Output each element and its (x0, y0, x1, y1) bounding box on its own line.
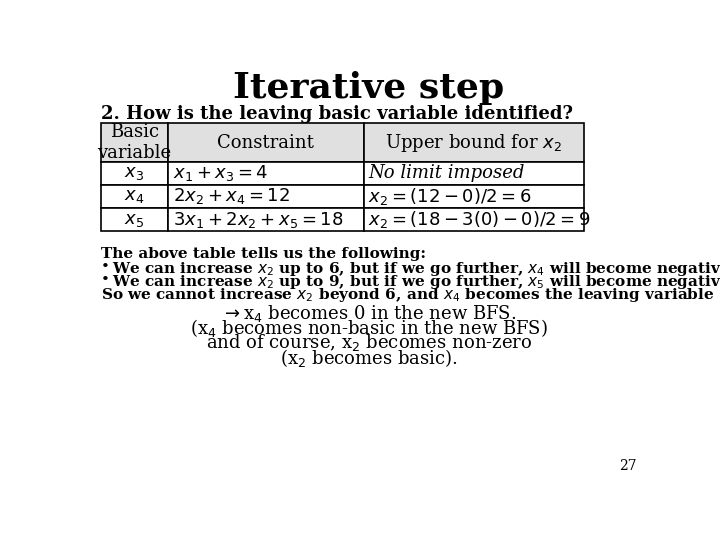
Bar (364, 185, 583, 208)
Text: Iterative step: Iterative step (233, 71, 505, 105)
Bar (101, 123, 168, 162)
Bar (364, 162, 583, 185)
Text: No limit imposed: No limit imposed (369, 164, 525, 183)
Bar (168, 185, 364, 208)
Text: We can increase $x_2$ up to 9, but if we go further, $x_5$ will become negative.: We can increase $x_2$ up to 9, but if we… (112, 273, 720, 291)
Bar (364, 208, 583, 231)
Text: 27: 27 (619, 459, 637, 473)
Text: So we cannot increase $x_2$ beyond 6, and $x_4$ becomes the leaving variable: So we cannot increase $x_2$ beyond 6, an… (101, 286, 714, 304)
Text: Basic
variable: Basic variable (97, 123, 171, 162)
Text: Upper bound for $x_2$: Upper bound for $x_2$ (385, 132, 562, 153)
Text: $x_4$: $x_4$ (124, 187, 145, 206)
Text: (x$_4$ becomes non-basic in the new BFS): (x$_4$ becomes non-basic in the new BFS) (190, 318, 548, 339)
Text: •: • (101, 273, 109, 287)
Text: $x_3$: $x_3$ (125, 164, 145, 183)
Text: (x$_2$ becomes basic).: (x$_2$ becomes basic). (280, 347, 458, 369)
Text: $x_2=(12-0)/2=6$: $x_2=(12-0)/2=6$ (369, 186, 532, 207)
Bar (101, 185, 168, 208)
Bar (101, 208, 168, 231)
Text: and of course, x$_2$ becomes non-zero: and of course, x$_2$ becomes non-zero (206, 332, 532, 353)
Text: $2x_2+x_4=12$: $2x_2+x_4=12$ (173, 186, 289, 206)
Text: $x_1+x_3=4$: $x_1+x_3=4$ (173, 164, 268, 184)
Bar (101, 162, 168, 185)
Text: Constraint: Constraint (217, 133, 314, 152)
Text: $x_2=(18-3(0)-0)/2=9$: $x_2=(18-3(0)-0)/2=9$ (369, 209, 591, 230)
Bar (168, 162, 364, 185)
Bar (364, 123, 583, 162)
Text: •: • (101, 260, 109, 274)
Text: The above table tells us the following:: The above table tells us the following: (101, 247, 426, 260)
Text: $\rightarrow$x$_4$ becomes 0 in the new BFS.: $\rightarrow$x$_4$ becomes 0 in the new … (221, 303, 517, 324)
Bar (168, 123, 364, 162)
Text: We can increase $x_2$ up to 6, but if we go further, $x_4$ will become negative.: We can increase $x_2$ up to 6, but if we… (112, 260, 720, 278)
Text: $3x_1+2x_2+x_5=18$: $3x_1+2x_2+x_5=18$ (173, 210, 343, 230)
Bar (168, 208, 364, 231)
Text: 2. How is the leaving basic variable identified?: 2. How is the leaving basic variable ide… (101, 105, 572, 123)
Text: $x_5$: $x_5$ (125, 211, 145, 228)
